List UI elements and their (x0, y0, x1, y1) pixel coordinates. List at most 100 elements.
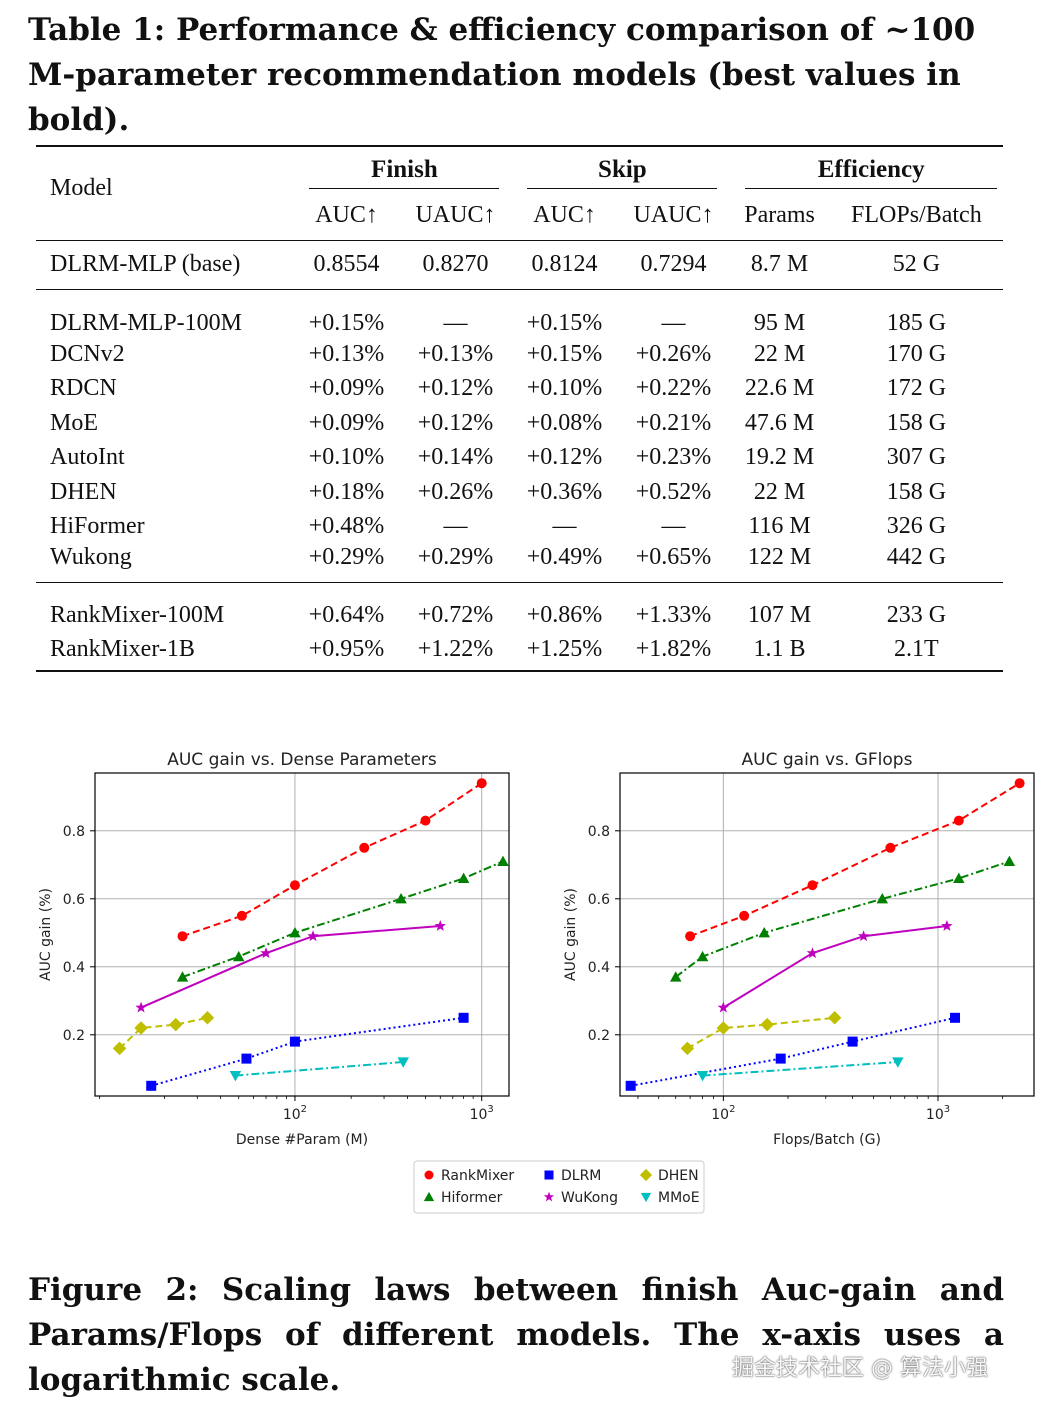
table-cell: +1.82% (617, 629, 730, 672)
x-tick-exponent: 2 (301, 1104, 307, 1115)
table-cell: +0.48% (308, 513, 385, 540)
table-cell: +1.25% (511, 629, 618, 672)
legend-marker-mmoe (640, 1192, 652, 1203)
data-point-rankmixer (289, 880, 300, 891)
table-cell: AutoInt (50, 444, 125, 471)
data-point-hiformer (758, 927, 770, 938)
table-cell: 19.2 M (744, 444, 815, 471)
table-cell: +0.09% (308, 409, 385, 436)
legend-marker-wukong (543, 1191, 555, 1202)
table-cell: RankMixer-1B (36, 629, 294, 672)
header-model: Model (36, 145, 294, 240)
figure-caption: Figure 2: Scaling laws between finish Au… (28, 1272, 1004, 1398)
data-point-hiformer (1003, 855, 1016, 866)
data-point-dhen (827, 1011, 842, 1025)
table-cell: DCNv2 (50, 340, 125, 367)
x-tick-exponent: 2 (729, 1104, 735, 1115)
table-cell: +0.08% (526, 409, 603, 436)
table-cell: 47.6 M (744, 409, 815, 436)
legend-frame (413, 1160, 705, 1214)
table-cell: +0.49% (526, 544, 603, 570)
y-tick-label: 0.8 (63, 824, 85, 840)
table-cell: 2.1T (829, 629, 1003, 672)
table-cell: +0.12% (417, 375, 494, 402)
data-point-hiformer (232, 950, 245, 962)
table-cell: DLRM-MLP-100M (36, 288, 294, 337)
header-finish-uauc: UAUC↑ (415, 202, 496, 229)
legend-label: MMoE (658, 1190, 700, 1206)
table-cell: +0.14% (417, 444, 494, 471)
table-cell: +0.22% (635, 375, 712, 402)
data-point-hiformer (395, 893, 407, 904)
table-row: HiFormer +0.48% — — — 116 M 326 G (36, 510, 1003, 545)
table-cell: MoE (50, 409, 98, 436)
data-point-hiformer (176, 971, 189, 982)
data-point-mmoe (892, 1057, 904, 1068)
y-axis-label: AUC gain (%) (563, 888, 579, 981)
legend-marker-dhen (639, 1168, 653, 1182)
table-caption: Table 1: Performance & efficiency compar… (28, 12, 976, 138)
series-line-wukong (722, 925, 948, 1009)
legend-marker-dlrm (544, 1170, 554, 1180)
table-cell: +0.15% (511, 288, 618, 337)
table-cell: +0.12% (417, 409, 494, 436)
series-line-wukong (140, 925, 441, 1009)
table-cell: +0.23% (635, 444, 712, 471)
watermark: 掘金技术社区 @ 算法小强 (732, 1356, 988, 1381)
data-point-dhen (760, 1017, 774, 1032)
table-cell: — (443, 513, 468, 540)
table-cell: RDCN (50, 375, 117, 402)
table-cell: 0.7294 (617, 239, 730, 289)
legend-marker-rankmixer (424, 1170, 434, 1180)
table-cell: +0.36% (526, 478, 603, 505)
data-point-hiformer (669, 971, 682, 982)
table-cell: — (552, 513, 577, 540)
x-tick-label: 103 (470, 1104, 494, 1123)
table-row: Wukong +0.29% +0.29% +0.49% +0.65% 122 M 442 G (36, 544, 1003, 582)
table-cell: DLRM-MLP (base) (36, 239, 294, 289)
data-point-hiformer (953, 872, 965, 883)
series-line-hiformer (182, 860, 504, 978)
data-point-dlrm (847, 1036, 858, 1047)
table-cell: +0.65% (635, 544, 712, 570)
table-cell: +0.10% (526, 375, 603, 402)
header-params: Params (744, 202, 815, 229)
table-cell: 307 G (886, 444, 947, 471)
table-cell: +0.21% (635, 409, 712, 436)
x-tick-exponent: 3 (487, 1104, 493, 1115)
table-cell: +0.18% (308, 478, 385, 505)
table-cell: +0.29% (308, 544, 385, 570)
table-cell: 22 M (753, 340, 806, 367)
table-cell: 22 M (753, 478, 806, 505)
data-point-rankmixer (685, 931, 696, 942)
data-point-wukong (941, 920, 953, 931)
results-table: Model Finish Skip Efficiency AUC↑ UAUC↑ … (36, 145, 1003, 672)
data-point-rankmixer (177, 931, 188, 942)
y-tick-label: 0.4 (63, 960, 85, 976)
series-line-rankmixer (689, 782, 1021, 938)
data-point-wukong (806, 947, 819, 959)
table-cell: 22.6 M (744, 375, 815, 402)
table-cell: 185 G (829, 288, 1003, 337)
table-row: DCNv2 +0.13% +0.13% +0.15% +0.26% 22 M 170 G (36, 337, 1003, 372)
data-point-dlrm (241, 1053, 252, 1064)
table-cell: +0.26% (635, 340, 712, 367)
table-row: AutoInt +0.10% +0.14% +0.12% +0.23% 19.2 M 307… (36, 441, 1003, 476)
chart-auc-vs-gflops: AUC gain vs. GFlops 102 103 0.2 0.4 0.6 0.8 Flo… (563, 750, 1035, 1148)
data-point-hiformer (457, 872, 470, 883)
table-cell: RankMixer-100M (36, 581, 294, 629)
legend-label: Hiformer (441, 1190, 503, 1206)
table-cell: 95 M (729, 288, 830, 337)
series-line-rankmixer (182, 782, 483, 938)
plot-frame (94, 772, 510, 1097)
series-line-mmoe (702, 1061, 898, 1077)
legend-label: DLRM (561, 1168, 601, 1184)
table-cell: 122 M (747, 544, 812, 570)
table-cell: 158 G (886, 409, 947, 436)
table-cell: 326 G (886, 513, 947, 540)
series-line-mmoe (235, 1061, 404, 1077)
table-cell: 116 M (748, 513, 811, 540)
y-axis-label: AUC gain (%) (38, 888, 54, 981)
table-cell: +0.52% (635, 478, 712, 505)
table-row: MoE +0.09% +0.12% +0.08% +0.21% 47.6 M 158 G (36, 406, 1003, 441)
